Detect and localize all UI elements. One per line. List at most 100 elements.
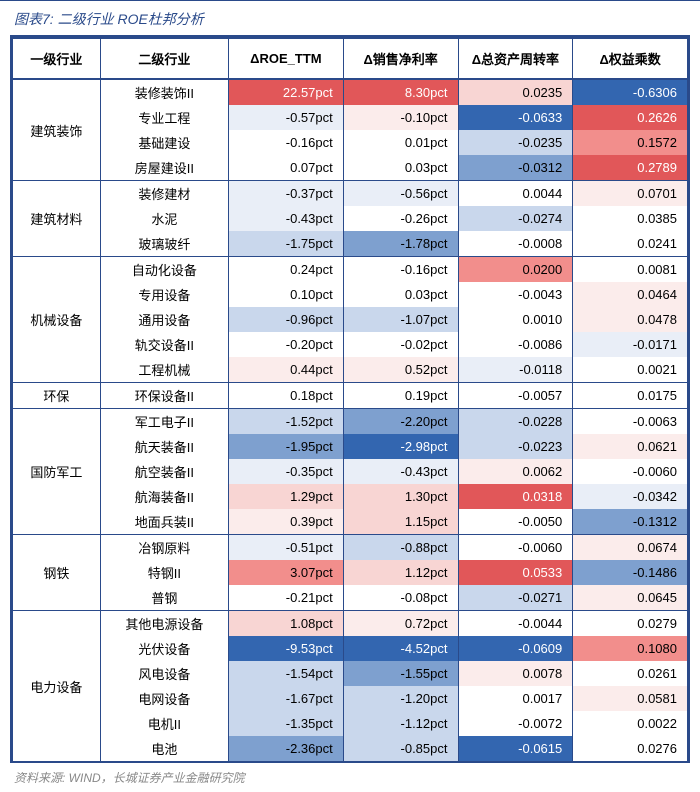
cell-value: -0.10pct [343,105,458,130]
row-label: 航天装备II [100,434,228,459]
cell-value: 0.0200 [458,257,573,283]
row-label: 环保设备II [100,383,228,409]
cell-value: -0.0171 [573,332,688,357]
group-label: 机械设备 [13,257,101,383]
cell-value: 0.07pct [229,155,344,181]
table-row: 风电设备-1.54pct-1.55pct0.00780.0261 [13,661,688,686]
cell-value: -0.0274 [458,206,573,231]
cell-value: -0.0060 [458,535,573,561]
cell-value: -0.0060 [573,459,688,484]
cell-value: 0.0318 [458,484,573,509]
row-label: 电网设备 [100,686,228,711]
cell-value: -0.0086 [458,332,573,357]
table-row: 玻璃玻纤-1.75pct-1.78pct-0.00080.0241 [13,231,688,257]
cell-value: -0.0223 [458,434,573,459]
table-row: 航天装备II-1.95pct-2.98pct-0.02230.0621 [13,434,688,459]
cell-value: 0.0385 [573,206,688,231]
cell-value: 0.0621 [573,434,688,459]
cell-value: 0.0044 [458,181,573,207]
cell-value: 0.10pct [229,282,344,307]
cell-value: 0.0081 [573,257,688,283]
cell-value: 1.29pct [229,484,344,509]
cell-value: -0.88pct [343,535,458,561]
table-row: 机械设备自动化设备0.24pct-0.16pct0.02000.0081 [13,257,688,283]
cell-value: 0.2626 [573,105,688,130]
table-row: 轨交设备II-0.20pct-0.02pct-0.0086-0.0171 [13,332,688,357]
cell-value: -1.54pct [229,661,344,686]
table-row: 建筑材料装修建材-0.37pct-0.56pct0.00440.0701 [13,181,688,207]
cell-value: 1.08pct [229,611,344,637]
table-row: 国防军工军工电子II-1.52pct-2.20pct-0.0228-0.0063 [13,409,688,435]
cell-value: -2.98pct [343,434,458,459]
cell-value: -0.21pct [229,585,344,611]
row-label: 轨交设备II [100,332,228,357]
row-label: 地面兵装II [100,509,228,535]
cell-value: 0.0235 [458,79,573,105]
table-row: 普钢-0.21pct-0.08pct-0.02710.0645 [13,585,688,611]
group-label: 建筑装饰 [13,79,101,181]
cell-value: -1.20pct [343,686,458,711]
cell-value: 0.0674 [573,535,688,561]
cell-value: 0.0533 [458,560,573,585]
table-row: 建筑装饰装修装饰II22.57pct8.30pct0.0235-0.6306 [13,79,688,105]
cell-value: -2.20pct [343,409,458,435]
cell-value: -0.0118 [458,357,573,383]
cell-value: 1.12pct [343,560,458,585]
table-row: 房屋建设II0.07pct0.03pct-0.03120.2789 [13,155,688,181]
cell-value: 0.0078 [458,661,573,686]
group-label: 建筑材料 [13,181,101,257]
cell-value: 3.07pct [229,560,344,585]
cell-value: -0.0072 [458,711,573,736]
row-label: 专业工程 [100,105,228,130]
row-label: 工程机械 [100,357,228,383]
cell-value: -0.0044 [458,611,573,637]
cell-value: -0.0609 [458,636,573,661]
cell-value: -1.75pct [229,231,344,257]
cell-value: -0.96pct [229,307,344,332]
cell-value: -0.08pct [343,585,458,611]
cell-value: 0.0581 [573,686,688,711]
cell-value: 0.19pct [343,383,458,409]
table-row: 电力设备其他电源设备1.08pct0.72pct-0.00440.0279 [13,611,688,637]
table-row: 航海装备II1.29pct1.30pct0.0318-0.0342 [13,484,688,509]
col-header-3: Δ销售净利率 [343,38,458,79]
cell-value: 0.0645 [573,585,688,611]
table-head: 一级行业二级行业ΔROE_TTMΔ销售净利率Δ总资产周转率Δ权益乘数 [13,38,688,79]
cell-value: 0.0017 [458,686,573,711]
source-label: 资料来源: WIND，长城证券产业金融研究院 [0,763,700,792]
row-label: 玻璃玻纤 [100,231,228,257]
table-row: 专业工程-0.57pct-0.10pct-0.06330.2626 [13,105,688,130]
cell-value: 1.15pct [343,509,458,535]
table-row: 电网设备-1.67pct-1.20pct0.00170.0581 [13,686,688,711]
cell-value: 0.03pct [343,282,458,307]
table-row: 基础建设-0.16pct0.01pct-0.02350.1572 [13,130,688,155]
row-label: 房屋建设II [100,155,228,181]
cell-value: -1.35pct [229,711,344,736]
cell-value: -0.26pct [343,206,458,231]
cell-value: 8.30pct [343,79,458,105]
cell-value: -1.95pct [229,434,344,459]
dupont-table: 一级行业二级行业ΔROE_TTMΔ销售净利率Δ总资产周转率Δ权益乘数 建筑装饰装… [12,37,688,761]
table-row: 环保环保设备II0.18pct0.19pct-0.00570.0175 [13,383,688,409]
cell-value: -0.0063 [573,409,688,435]
cell-value: -0.56pct [343,181,458,207]
row-label: 光伏设备 [100,636,228,661]
cell-value: -0.35pct [229,459,344,484]
table-row: 特钢II3.07pct1.12pct0.0533-0.1486 [13,560,688,585]
table-row: 水泥-0.43pct-0.26pct-0.02740.0385 [13,206,688,231]
cell-value: 0.39pct [229,509,344,535]
cell-value: -1.55pct [343,661,458,686]
cell-value: 0.24pct [229,257,344,283]
table-row: 专用设备0.10pct0.03pct-0.00430.0464 [13,282,688,307]
col-header-5: Δ权益乘数 [573,38,688,79]
cell-value: 0.0261 [573,661,688,686]
col-header-2: ΔROE_TTM [229,38,344,79]
row-label: 冶钢原料 [100,535,228,561]
cell-value: 0.01pct [343,130,458,155]
cell-value: -4.52pct [343,636,458,661]
cell-value: 0.0241 [573,231,688,257]
row-label: 水泥 [100,206,228,231]
row-label: 装修建材 [100,181,228,207]
cell-value: 1.30pct [343,484,458,509]
cell-value: 0.0701 [573,181,688,207]
